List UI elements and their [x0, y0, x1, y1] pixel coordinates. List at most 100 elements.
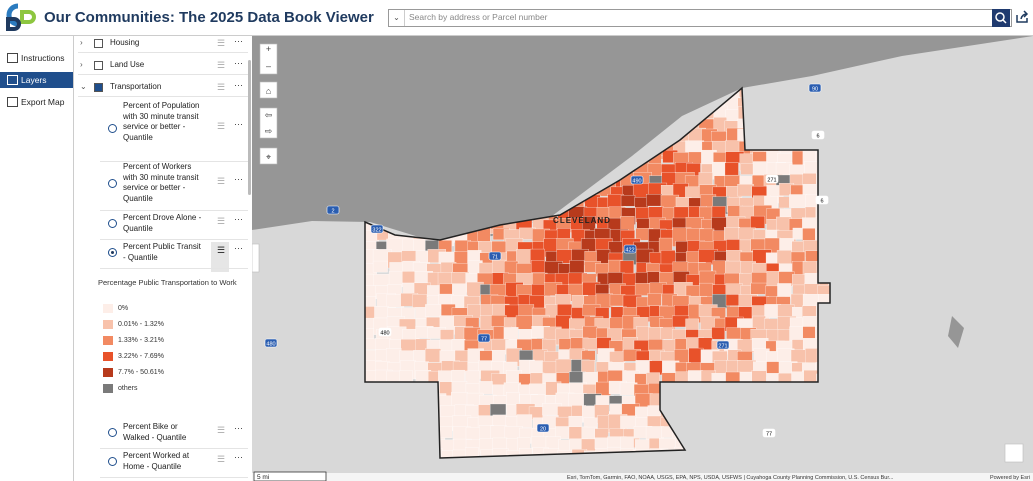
expand-arrow[interactable]: › — [80, 60, 83, 69]
route-number: 77 — [481, 337, 487, 343]
more-menu[interactable]: ⋯ — [234, 80, 243, 90]
route-number: 271 — [767, 178, 776, 184]
tract — [647, 339, 665, 352]
map-control-icon: ⇦ — [265, 110, 273, 120]
more-menu[interactable]: ⋯ — [234, 452, 243, 462]
tract — [518, 304, 535, 317]
zoom-controls[interactable] — [259, 107, 278, 139]
search-dropdown[interactable]: ⌄ — [389, 10, 405, 26]
more-menu[interactable]: ⋯ — [234, 174, 243, 184]
checkbox[interactable] — [94, 39, 103, 48]
tract — [620, 194, 636, 207]
tract — [750, 282, 767, 295]
radio[interactable] — [108, 428, 117, 437]
legend-toggle[interactable]: ☰ — [217, 38, 226, 48]
legend-toggle[interactable]: ☰ — [217, 82, 226, 92]
nav-item[interactable]: Export Map — [0, 94, 73, 110]
nav-icon — [7, 97, 18, 107]
tract — [374, 306, 389, 320]
sublayer-label: Percent Drove Alone - Quantile — [123, 213, 202, 233]
sublayer-label: Percent Public Transit - Quantile — [123, 242, 201, 262]
legend-swatch — [103, 336, 113, 345]
divider — [100, 268, 248, 269]
legend-toggle[interactable]: ☰ — [217, 121, 226, 131]
tract — [478, 381, 493, 395]
zoom-controls[interactable] — [259, 81, 278, 99]
divider — [78, 74, 248, 75]
route-shield — [716, 340, 730, 350]
nav-item[interactable]: Layers — [0, 72, 73, 88]
more-menu[interactable]: ⋯ — [234, 214, 243, 224]
route-shield — [477, 333, 491, 343]
legend-label: 1.33% - 3.21% — [118, 337, 164, 344]
divider — [100, 239, 248, 240]
expand-arrow[interactable]: › — [80, 38, 83, 47]
layer-group-label: Housing — [110, 38, 140, 47]
nav-item[interactable]: Instructions — [0, 50, 73, 66]
checkbox[interactable] — [94, 83, 103, 92]
sublayer-label: Percent Bike or Walked - Quantile — [123, 422, 187, 442]
city-label: CLEVELAND — [553, 216, 611, 225]
zoom-controls[interactable] — [259, 43, 278, 75]
map-control-icon: ⌂ — [266, 86, 271, 96]
radio[interactable] — [108, 179, 117, 188]
more-menu[interactable]: ⋯ — [234, 36, 243, 46]
map[interactable]: CLEVELAND 90 6 2 322 6 422 490 480 77 71 271 480 271 7… — [252, 36, 1033, 481]
more-menu[interactable]: ⋯ — [234, 243, 243, 253]
tract — [492, 414, 507, 428]
search-box[interactable]: ⌄ Search by address or Parcel number — [388, 9, 1012, 27]
tract — [412, 294, 428, 310]
radio[interactable] — [108, 457, 117, 466]
route-shield — [630, 175, 644, 185]
tract — [750, 215, 765, 229]
route-number: 77 — [766, 432, 772, 438]
logo — [6, 3, 36, 31]
legend-toggle[interactable]: ☰ — [217, 454, 226, 464]
search-button[interactable] — [992, 9, 1010, 27]
legend-toggle[interactable]: ☰ — [217, 425, 226, 435]
zoom-controls[interactable] — [259, 147, 278, 165]
radio[interactable] — [108, 219, 117, 228]
nav-label: Export Map — [21, 97, 65, 107]
legend-toggle[interactable]: ☰ — [217, 60, 226, 70]
fullscreen-button[interactable] — [1004, 443, 1024, 463]
legend-toggle[interactable]: ☰ — [217, 216, 226, 226]
map-control-icon: + — [266, 44, 271, 54]
legend-label: others — [118, 385, 138, 392]
nav-icon — [7, 53, 18, 63]
tract — [646, 194, 663, 207]
divider — [100, 448, 248, 449]
legend-toggle[interactable]: ☰ — [217, 245, 226, 255]
legend-swatch — [103, 304, 113, 313]
panel-collapse[interactable] — [252, 243, 260, 273]
legend-toggle[interactable]: ☰ — [217, 176, 226, 186]
map-control-icon: – — [266, 61, 271, 71]
scale-bar — [253, 471, 327, 481]
tract — [634, 197, 649, 209]
legend-label: 0.01% - 1.32% — [118, 321, 164, 328]
tract — [373, 273, 392, 286]
header: Our Communities: The 2025 Data Book View… — [0, 0, 1033, 36]
tract — [609, 294, 626, 307]
tract — [506, 450, 525, 458]
sublayer-label: Percent Worked at Home - Quantile — [123, 451, 190, 471]
route-shield — [623, 244, 637, 254]
tract — [424, 348, 442, 363]
expand-arrow[interactable]: ⌄ — [80, 82, 87, 91]
attribution: Esri, TomTom, Garmin, FAO, NOAA, USGS, E… — [567, 475, 894, 481]
tract — [737, 184, 754, 197]
tract — [594, 437, 609, 449]
tract — [726, 327, 742, 340]
tract — [751, 370, 767, 383]
route-number: 271 — [718, 344, 727, 350]
tract — [740, 163, 755, 175]
more-menu[interactable]: ⋯ — [234, 58, 243, 68]
legend-swatch — [103, 320, 113, 329]
share-button[interactable] — [1015, 10, 1029, 24]
checkbox[interactable] — [94, 61, 103, 70]
more-menu[interactable]: ⋯ — [234, 119, 243, 129]
legend-toggle-active[interactable] — [211, 242, 229, 272]
scrollbar[interactable] — [248, 60, 251, 195]
radio[interactable] — [108, 124, 117, 133]
more-menu[interactable]: ⋯ — [234, 423, 243, 433]
